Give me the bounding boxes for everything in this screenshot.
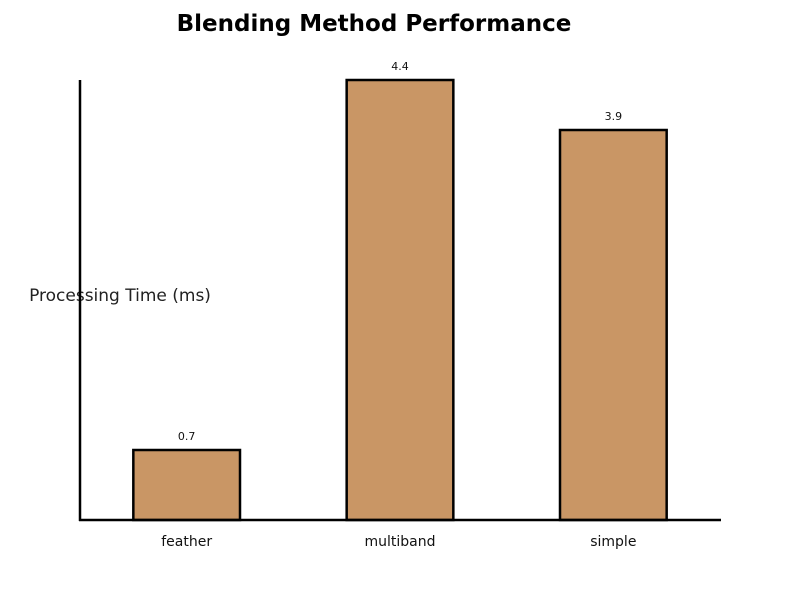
bar-simple	[558, 128, 668, 522]
data-labels: 0.7 4.4 3.9	[178, 60, 622, 443]
bar-multiband	[345, 78, 455, 522]
data-label-feather: 0.7	[178, 430, 196, 443]
x-tick-label-simple: simple	[590, 534, 636, 550]
x-tick-label-multiband: multiband	[364, 534, 435, 550]
data-label-simple: 3.9	[605, 110, 623, 123]
data-label-multiband: 4.4	[391, 60, 409, 73]
x-tick-labels: feather multiband simple	[161, 534, 636, 550]
bar-feather	[132, 448, 242, 522]
bars-group	[132, 78, 668, 522]
x-tick-label-feather: feather	[161, 534, 212, 550]
y-axis-label: Processing Time (ms)	[29, 286, 211, 306]
chart-title: Blending Method Performance	[177, 11, 572, 37]
